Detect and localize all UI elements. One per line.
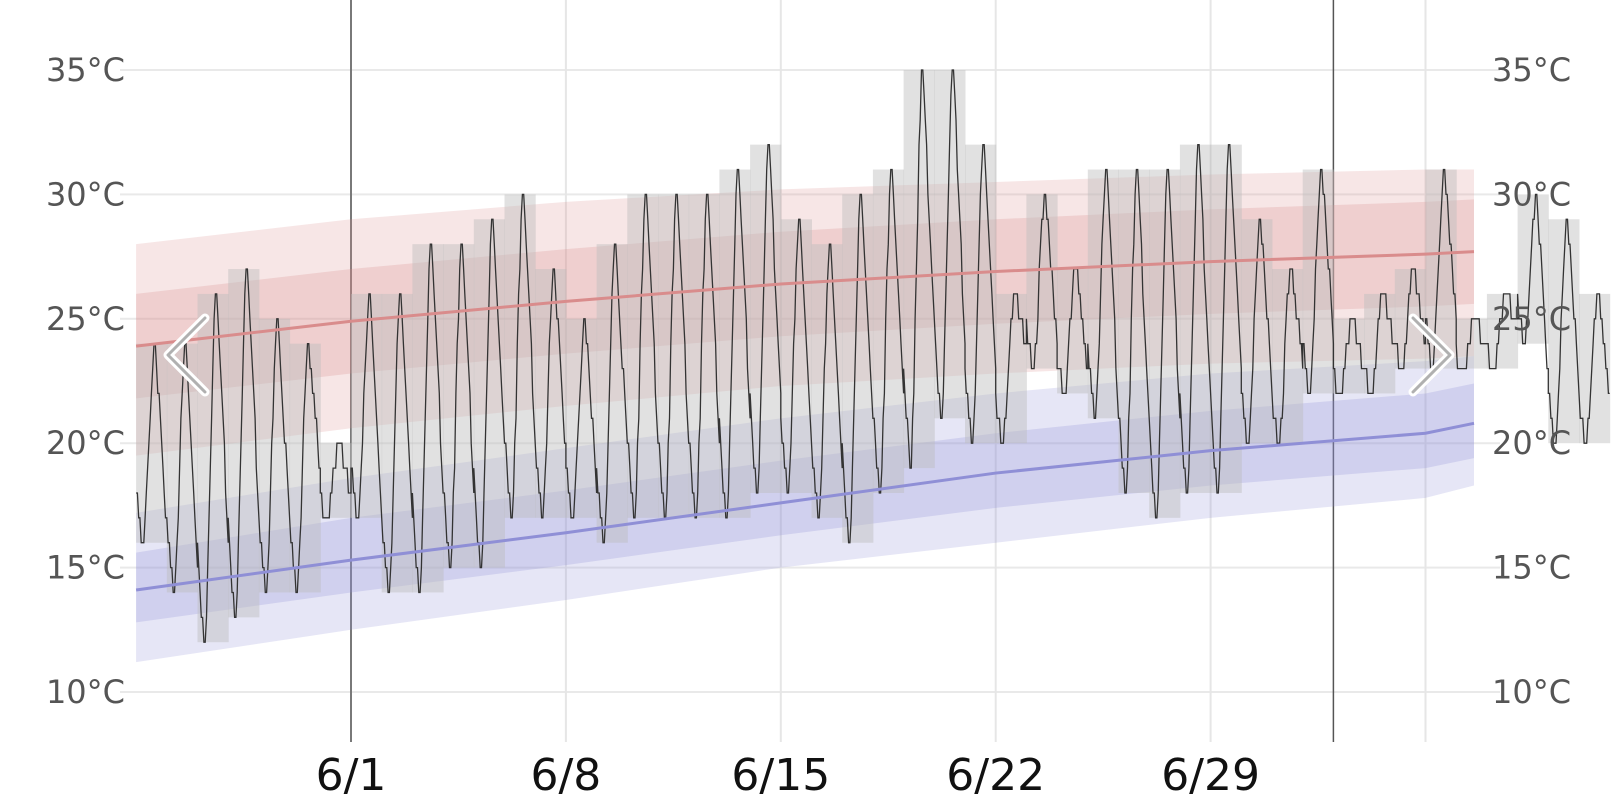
normal-low-inner-band [136, 383, 1475, 623]
grid [120, 0, 1500, 742]
y-axis-left: 35°C 30°C 25°C 20°C 15°C 10°C [46, 51, 125, 711]
prev-button[interactable] [160, 310, 220, 400]
y-tick-label: 10°C [1492, 673, 1571, 711]
normal-low-mean-line [135, 421, 1475, 592]
x-axis: 6/1 6/8 6/15 6/22 6/29 [316, 750, 1260, 801]
y-tick-label: 30°C [1492, 175, 1571, 213]
normal-low-outer-band [136, 356, 1475, 663]
y-tick-label: 20°C [46, 424, 125, 462]
y-tick-label: 35°C [46, 51, 125, 89]
observed-daily-range [136, 70, 1611, 643]
y-tick-label: 20°C [1492, 424, 1571, 462]
x-tick-label: 6/22 [946, 750, 1045, 801]
x-tick-label: 6/15 [731, 750, 830, 801]
y-tick-label: 35°C [1492, 51, 1571, 89]
x-tick-label: 6/1 [316, 750, 387, 801]
normal-mean-lines [135, 250, 1475, 592]
y-tick-label: 30°C [46, 175, 125, 213]
normal-high-mean-line [135, 250, 1475, 348]
observed-hourly-trace [136, 69, 1610, 643]
x-tick-label: 6/8 [530, 750, 601, 801]
y-tick-label: 25°C [46, 300, 125, 338]
daily-range-bar [995, 293, 1027, 444]
y-tick-label: 15°C [1492, 549, 1571, 587]
y-tick-label: 10°C [46, 673, 125, 711]
y-tick-label: 15°C [46, 549, 125, 587]
x-tick-label: 6/29 [1161, 750, 1260, 801]
hourly-temperature-line [136, 69, 1610, 643]
y-axis-right: 35°C 30°C 25°C 20°C 15°C 10°C [1492, 51, 1571, 711]
y-tick-label: 25°C [1492, 300, 1571, 338]
normal-high-inner-band [136, 199, 1475, 399]
next-button[interactable] [1395, 310, 1455, 400]
normal-range-bands [136, 169, 1475, 663]
